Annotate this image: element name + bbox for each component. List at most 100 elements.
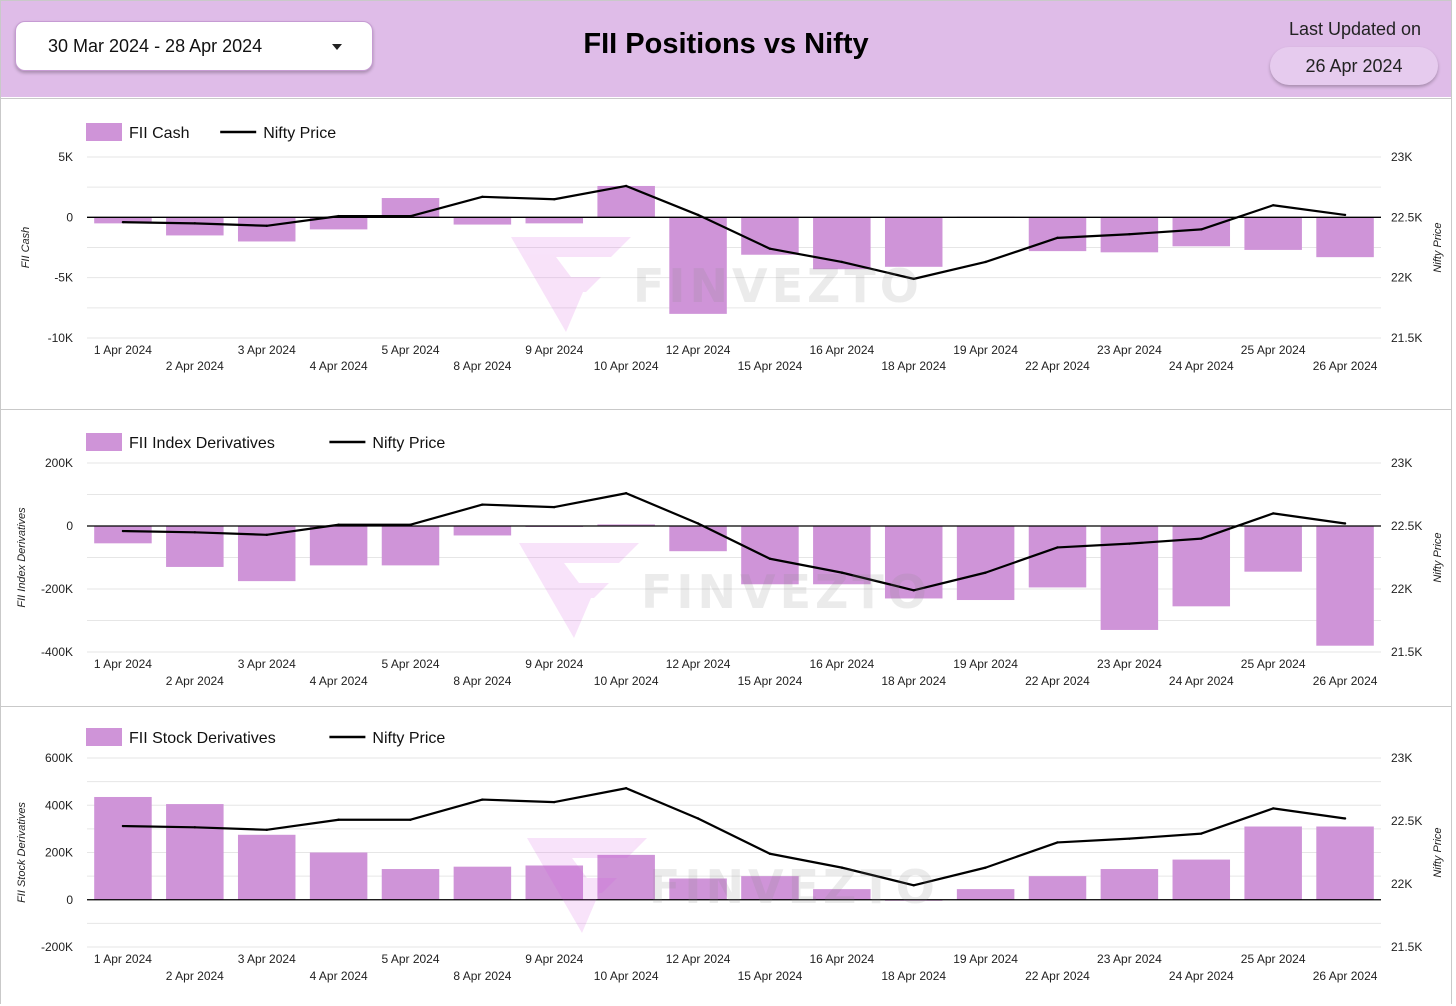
x-tick-label: 24 Apr 2024 — [1169, 674, 1234, 688]
line-point — [481, 503, 484, 506]
line-point — [840, 260, 844, 264]
x-tick-label: 12 Apr 2024 — [666, 657, 731, 671]
x-tick-label: 1 Apr 2024 — [94, 657, 152, 671]
x-tick-label: 10 Apr 2024 — [594, 674, 659, 688]
line-point — [1343, 213, 1347, 217]
bar — [1028, 217, 1087, 252]
bar — [381, 869, 440, 900]
bar — [309, 526, 368, 566]
y2-tick-label: 21.5K — [1391, 331, 1422, 345]
y2-axis-title: Nifty Price — [1432, 222, 1444, 272]
watermark-text: FINVEZTO — [641, 565, 931, 619]
x-tick-label: 24 Apr 2024 — [1169, 969, 1234, 983]
x-tick-label: 22 Apr 2024 — [1025, 969, 1090, 983]
bar — [1100, 869, 1159, 900]
legend-line-label: Nifty Price — [372, 730, 445, 747]
line-point — [481, 798, 484, 801]
y-tick-label: -200K — [41, 940, 73, 954]
bar — [813, 217, 871, 270]
x-tick-label: 26 Apr 2024 — [1313, 674, 1378, 688]
line-point — [1056, 546, 1059, 549]
line-point — [337, 818, 340, 821]
y-tick-label: -5K — [54, 271, 73, 285]
x-tick-label: 12 Apr 2024 — [666, 343, 731, 357]
x-tick-label: 3 Apr 2024 — [238, 343, 296, 357]
bar — [1316, 526, 1374, 646]
line-point — [1271, 807, 1275, 810]
line-point — [1200, 537, 1203, 540]
x-tick-label: 1 Apr 2024 — [94, 952, 152, 966]
bar — [1244, 826, 1302, 900]
y-axis-title: FII Cash — [20, 227, 32, 269]
x-tick-label: 5 Apr 2024 — [381, 952, 439, 966]
bar — [1172, 859, 1231, 900]
y2-axis-title: Nifty Price — [1432, 827, 1444, 877]
bar — [741, 876, 799, 900]
bar — [453, 217, 512, 225]
line-point — [481, 195, 484, 199]
x-tick-label: 5 Apr 2024 — [381, 343, 439, 357]
line-point — [553, 800, 556, 804]
line-point — [193, 222, 197, 225]
line-point — [265, 828, 268, 832]
line-point — [1128, 233, 1131, 236]
nifty-price-line — [122, 492, 1346, 592]
x-tick-label: 8 Apr 2024 — [453, 969, 511, 983]
line-point — [193, 531, 197, 534]
bar — [669, 878, 727, 900]
line-point — [984, 571, 987, 574]
x-tick-label: 26 Apr 2024 — [1313, 359, 1378, 373]
chart-legend: FII Stock Derivatives Nifty Price — [86, 728, 445, 747]
line-point — [1056, 236, 1059, 240]
x-tick-label: 4 Apr 2024 — [310, 674, 368, 688]
x-tick-label: 16 Apr 2024 — [809, 952, 874, 966]
bar — [813, 889, 871, 900]
watermark-logo-shape — [519, 543, 639, 638]
bar — [741, 526, 799, 585]
x-tick-label: 22 Apr 2024 — [1025, 674, 1090, 688]
line-point — [121, 220, 125, 224]
y-tick-label: 200K — [45, 456, 73, 470]
chart-svg: 200K 0 -200K -400K 23K 22.5K 22K 21.5K 1 Apr 202… — [16, 433, 1444, 688]
y2-tick-label: 23K — [1391, 456, 1412, 470]
bar — [94, 526, 152, 544]
y-tick-label: 0 — [66, 519, 73, 533]
line-point — [409, 818, 412, 821]
x-tick-label: 9 Apr 2024 — [525, 952, 583, 966]
x-tick-label: 25 Apr 2024 — [1241, 657, 1306, 671]
line-point — [840, 866, 844, 869]
line-point — [409, 523, 412, 526]
bar — [525, 865, 584, 900]
legend-bar-swatch — [86, 728, 122, 746]
x-tick-label: 3 Apr 2024 — [238, 657, 296, 671]
y-tick-label: 400K — [45, 798, 73, 812]
watermark-logo-shape — [511, 237, 631, 332]
x-tick-label: 18 Apr 2024 — [881, 674, 946, 688]
line-point — [1128, 542, 1131, 545]
finvezto-watermark-logo: FINVEZTO — [519, 543, 931, 638]
x-tick-label: 8 Apr 2024 — [453, 674, 511, 688]
line-point — [1200, 832, 1203, 835]
y-tick-label: -400K — [41, 645, 73, 659]
line-point — [1128, 837, 1131, 840]
y-axis-title: FII Stock Derivatives — [16, 802, 28, 903]
line-point — [840, 571, 844, 574]
line-point — [912, 277, 915, 281]
chart-legend: FII Index Derivatives Nifty Price — [86, 433, 445, 452]
line-point — [265, 224, 268, 227]
y2-tick-label: 21.5K — [1391, 940, 1422, 954]
line-point — [1343, 817, 1347, 820]
y2-tick-label: 21.5K — [1391, 645, 1422, 659]
line-point — [912, 589, 915, 592]
x-tick-label: 9 Apr 2024 — [525, 657, 583, 671]
x-tick-label: 4 Apr 2024 — [310, 359, 368, 373]
date-range-selector[interactable]: 30 Mar 2024 - 28 Apr 2024 — [15, 21, 373, 71]
x-tick-label: 25 Apr 2024 — [1241, 343, 1306, 357]
bar — [453, 866, 512, 900]
bar — [1028, 526, 1087, 588]
line-point — [1200, 228, 1203, 231]
bar — [1028, 876, 1087, 900]
line-point — [696, 213, 700, 217]
bar — [1316, 826, 1374, 900]
line-point — [121, 529, 125, 533]
